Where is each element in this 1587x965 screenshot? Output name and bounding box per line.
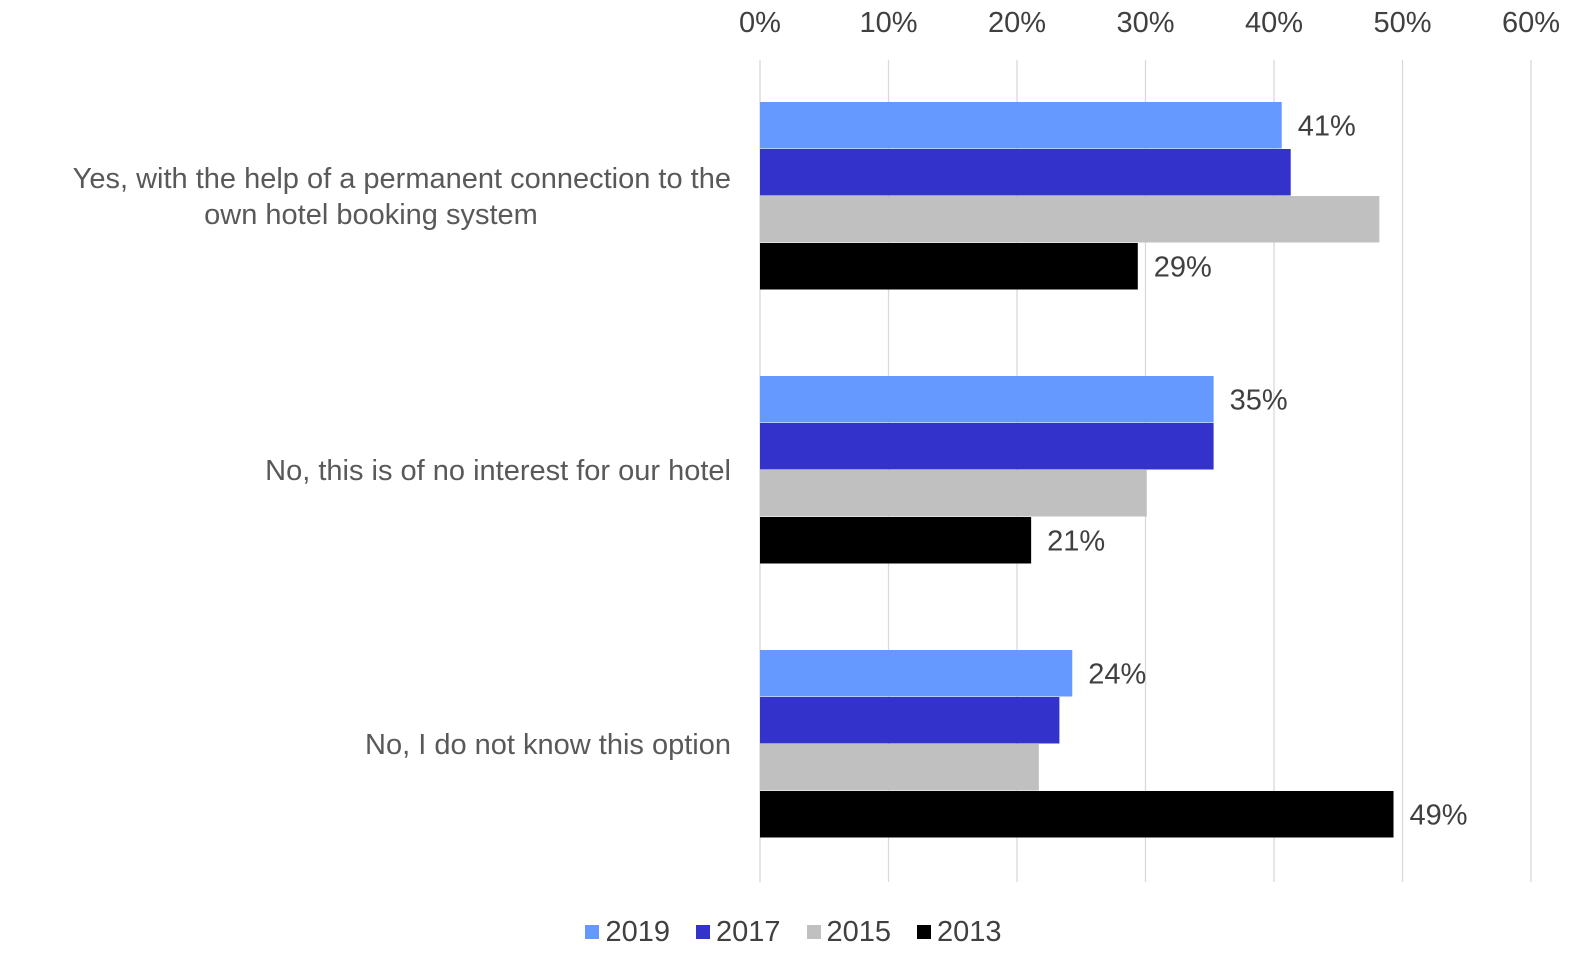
legend-swatch (917, 925, 932, 939)
x-tick-label: 10% (859, 7, 917, 39)
x-tick-label: 40% (1245, 7, 1303, 39)
legend-label: 2015 (826, 915, 892, 948)
data-label: 21% (1047, 525, 1105, 557)
legend-swatch (585, 925, 600, 939)
data-label: 41% (1298, 110, 1356, 142)
data-label: 49% (1410, 799, 1468, 831)
x-tick-label: 30% (1116, 7, 1174, 39)
legend-item-2017: 2017 (695, 915, 781, 949)
bar-2017 (760, 697, 1060, 744)
bar-2019 (760, 650, 1073, 697)
legend-label: 2017 (715, 915, 781, 948)
x-tick-label: 20% (988, 7, 1046, 39)
category-label-line: Yes, with the help of a permanent connec… (73, 163, 731, 195)
category-label-line: No, I do not know this option (365, 729, 731, 761)
bar-2019 (760, 376, 1214, 423)
x-tick-label: 0% (739, 7, 781, 39)
bar-2015 (760, 196, 1380, 243)
legend-swatch (806, 925, 821, 939)
bar-2013 (760, 243, 1138, 290)
category-label: No, this is of no interest for our hotel (265, 455, 731, 487)
bar-2013 (760, 791, 1394, 838)
legend-label: 2013 (937, 915, 1002, 948)
category-label-line: own hotel booking system (204, 199, 538, 231)
legend: 2019 2017 2015 2013 (0, 912, 1587, 952)
legend-item-2013: 2013 (917, 916, 1002, 949)
bar-2017 (760, 149, 1291, 196)
data-label: 24% (1088, 658, 1146, 690)
category-label: No, I do not know this option (365, 729, 731, 761)
category-label: Yes, with the help of a permanent connec… (73, 163, 731, 231)
x-tick-label: 60% (1502, 7, 1560, 39)
bar-2015 (760, 744, 1039, 791)
data-label: 29% (1154, 251, 1212, 283)
data-label: 35% (1230, 384, 1288, 416)
legend-item-2019: 2019 (585, 916, 670, 949)
bar-2019 (760, 102, 1282, 149)
bar-2013 (760, 517, 1032, 564)
x-tick-label: 50% (1373, 7, 1431, 39)
legend-label: 2019 (605, 915, 670, 948)
category-label-line: No, this is of no interest for our hotel (265, 455, 731, 487)
legend-item-2015: 2015 (806, 915, 892, 949)
legend-swatch (695, 925, 710, 939)
bar-2017 (760, 423, 1214, 470)
bar-2015 (760, 470, 1147, 517)
